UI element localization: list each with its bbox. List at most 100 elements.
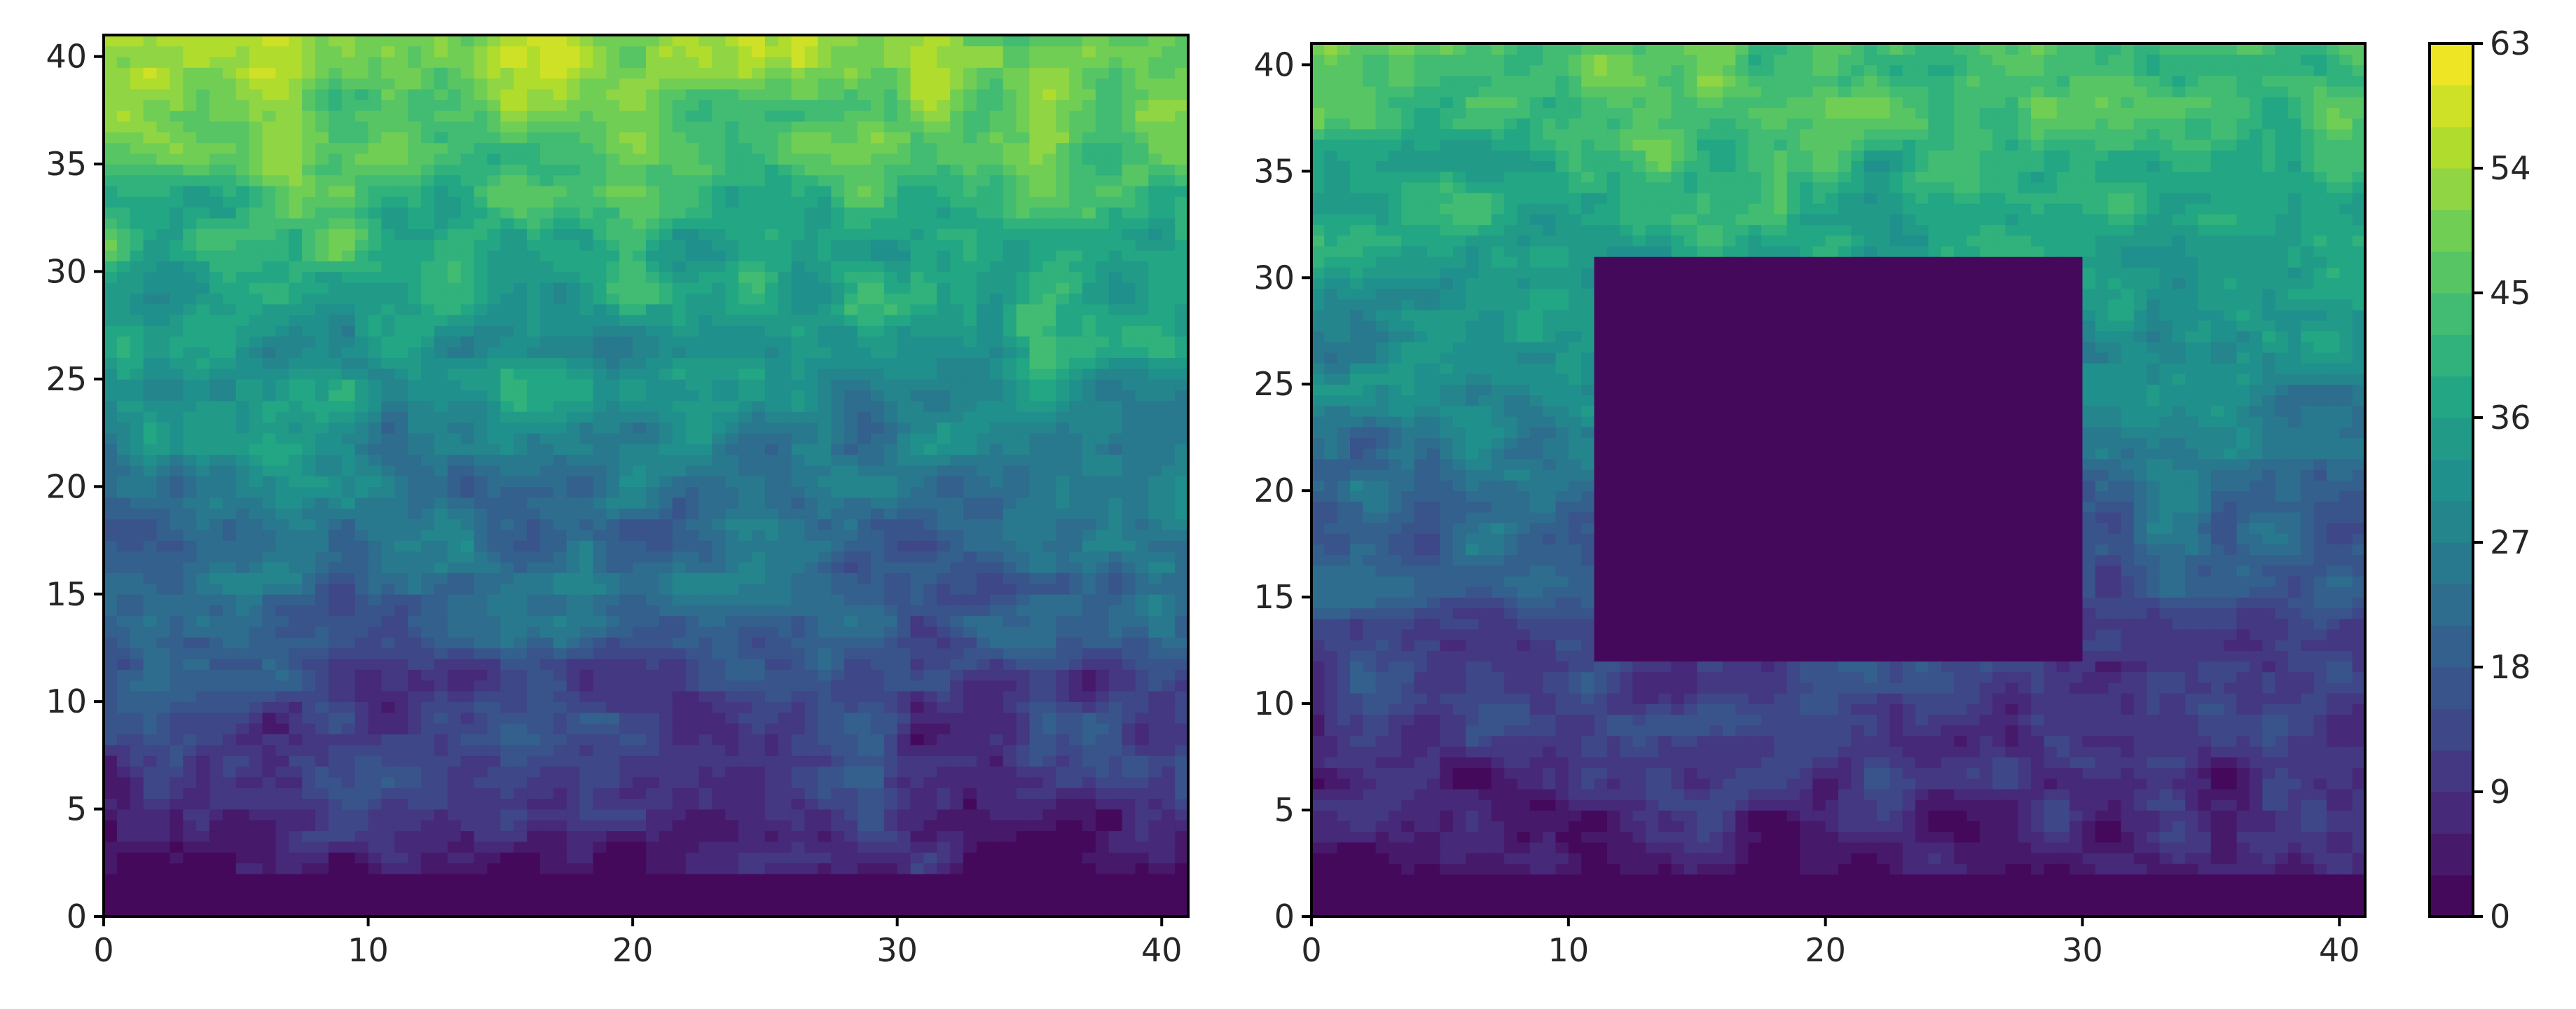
contour-cell: [315, 142, 329, 154]
contour-cell: [275, 841, 290, 853]
contour-cell: [646, 282, 660, 294]
contour-cell: [222, 368, 237, 380]
contour-cell: [116, 46, 131, 57]
contour-cell: [500, 529, 515, 541]
contour-cell: [209, 486, 223, 498]
contour-cell: [170, 863, 184, 874]
contour-cell: [804, 314, 819, 327]
contour-cell: [460, 454, 475, 466]
contour-cell: [500, 744, 515, 756]
contour-cell: [685, 722, 700, 734]
contour-cell: [434, 261, 448, 273]
contour-cell: [870, 486, 885, 498]
contour-cell: [209, 465, 223, 476]
contour-cell: [156, 56, 171, 68]
contour-cell: [527, 196, 541, 208]
contour-cell: [685, 669, 700, 681]
contour-cell: [791, 895, 806, 907]
contour-cell: [646, 637, 660, 649]
contour-cell: [447, 400, 462, 412]
contour-cell: [209, 282, 223, 294]
contour-cell: [143, 712, 158, 724]
contour-cell: [196, 207, 210, 219]
contour-cell: [698, 884, 713, 896]
contour-cell: [487, 593, 502, 605]
contour-cell: [302, 508, 316, 520]
contour-cell: [354, 593, 369, 605]
contour-cell: [315, 722, 329, 734]
contour-cell: [646, 798, 660, 810]
contour-cell: [539, 303, 554, 315]
contour-cell: [421, 551, 435, 563]
contour-cell: [818, 476, 832, 488]
contour-cell: [408, 572, 422, 584]
contour-cell: [328, 336, 343, 348]
contour-cell: [460, 249, 475, 261]
contour-cell: [130, 583, 144, 595]
contour-cell: [844, 443, 858, 455]
contour-cell: [474, 755, 488, 767]
contour-cell: [646, 67, 660, 79]
contour-cell: [514, 153, 528, 165]
contour-cell: [262, 508, 277, 520]
contour-cell: [487, 110, 502, 122]
contour-cell: [606, 905, 621, 917]
contour-cell: [606, 669, 621, 681]
contour-cell: [818, 572, 832, 584]
contour-cell: [275, 873, 290, 885]
contour-cell: [235, 454, 250, 466]
contour-cell: [474, 239, 488, 251]
contour-cell: [354, 153, 369, 165]
contour-cell: [275, 755, 290, 767]
contour-cell: [606, 217, 621, 229]
contour-cell: [381, 303, 396, 315]
contour-cell: [818, 132, 832, 144]
contour-cell: [752, 411, 766, 423]
contour-cell: [712, 787, 726, 799]
contour-cell: [698, 88, 713, 100]
contour-cell: [527, 626, 541, 638]
contour-cell: [474, 572, 488, 584]
contour-cell: [883, 658, 898, 670]
contour-cell: [341, 605, 356, 617]
contour-cell: [672, 142, 687, 154]
contour-cell: [116, 583, 131, 595]
contour-cell: [818, 432, 832, 444]
contour-cell: [764, 873, 779, 885]
contour-cell: [209, 615, 223, 627]
contour-cell: [672, 819, 687, 832]
contour-cell: [698, 422, 713, 434]
contour-cell: [659, 766, 673, 778]
contour-cell: [116, 110, 131, 122]
contour-cell: [421, 46, 435, 57]
contour-cell: [170, 819, 184, 832]
contour-cell: [659, 35, 673, 47]
contour-cell: [368, 497, 383, 509]
contour-cell: [421, 293, 435, 305]
contour-cell: [566, 776, 581, 788]
contour-cell: [857, 809, 872, 821]
contour-cell: [196, 508, 210, 520]
contour-cell: [460, 486, 475, 498]
contour-cell: [672, 432, 687, 444]
contour-cell: [633, 46, 647, 57]
contour-cell: [539, 411, 554, 423]
contour-cell: [778, 378, 792, 391]
contour-cell: [289, 529, 303, 541]
contour-cell: [633, 261, 647, 273]
contour-cell: [646, 895, 660, 907]
contour-cell: [857, 400, 872, 412]
contour-cell: [659, 67, 673, 79]
contour-cell: [566, 357, 581, 369]
contour-cell: [262, 615, 277, 627]
contour-cell: [579, 529, 594, 541]
contour-cell: [566, 863, 581, 874]
contour-cell: [764, 895, 779, 907]
contour-cell: [222, 99, 237, 111]
contour-cell: [791, 540, 806, 552]
contour-cell: [791, 239, 806, 251]
contour-cell: [500, 99, 515, 111]
contour-cell: [460, 809, 475, 821]
contour-cell: [394, 217, 408, 229]
contour-cell: [302, 271, 316, 283]
